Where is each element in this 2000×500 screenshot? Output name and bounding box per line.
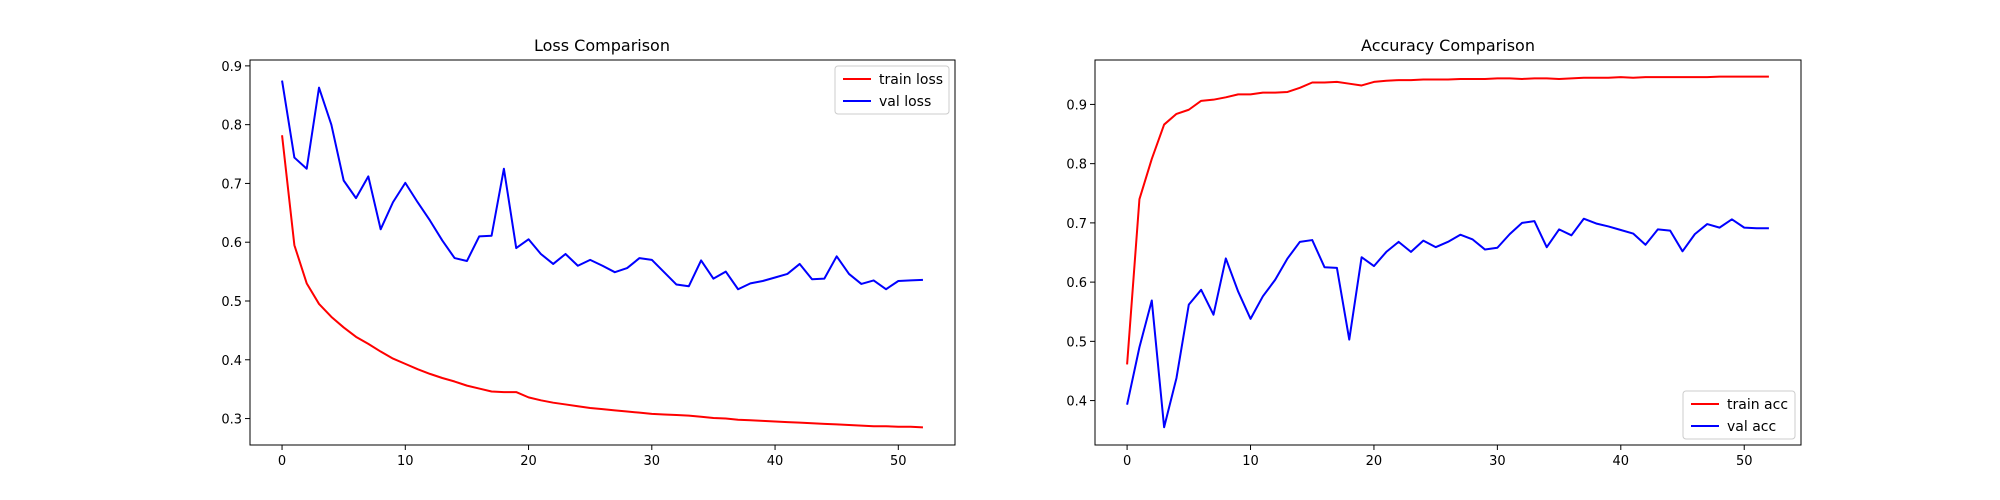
- y-tick-label: 0.5: [1066, 335, 1087, 350]
- series-line-train-acc: [1126, 75, 1769, 365]
- x-tick-label: 40: [767, 454, 784, 469]
- legend-label-val-acc: val acc: [1727, 419, 1776, 435]
- y-tick-label: 0.5: [221, 295, 242, 310]
- x-tick-label: 50: [1736, 454, 1753, 469]
- accuracy-chart-axes-frame: [1094, 59, 1802, 446]
- y-tick-label: 0.8: [1066, 158, 1087, 173]
- x-tick-label: 30: [644, 454, 661, 469]
- x-tick-label: 20: [1366, 454, 1383, 469]
- accuracy-chart-title: Accuracy Comparison: [1361, 36, 1535, 55]
- legend-label-train-acc: train acc: [1727, 397, 1788, 413]
- y-tick-label: 0.4: [1066, 395, 1087, 410]
- series-line-train-loss: [281, 135, 923, 429]
- loss-chart-x-axis: 0 10 20 30 40 50: [278, 445, 907, 469]
- x-tick-label: 50: [890, 454, 907, 469]
- y-tick-label: 0.9: [1066, 98, 1087, 113]
- y-tick-label: 0.3: [221, 413, 242, 428]
- accuracy-chart-lines: [1126, 75, 1769, 429]
- loss-chart-legend: train loss val loss: [834, 65, 950, 115]
- legend-label-val-loss: val loss: [879, 94, 931, 110]
- x-tick-label: 10: [397, 454, 414, 469]
- loss-chart-lines: [281, 80, 923, 429]
- series-line-val-loss: [281, 80, 923, 291]
- loss-chart-y-axis: 0.3 0.4 0.5 0.6 0.7 0.8 0.9: [221, 60, 250, 428]
- x-tick-label: 40: [1613, 454, 1630, 469]
- y-tick-label: 0.8: [221, 119, 242, 134]
- loss-chart-title: Loss Comparison: [534, 36, 670, 55]
- accuracy-chart-x-axis: 0 10 20 30 40 50: [1123, 445, 1753, 469]
- series-line-val-acc: [1126, 217, 1769, 429]
- y-tick-label: 0.7: [1066, 217, 1087, 232]
- y-tick-label: 0.9: [221, 60, 242, 75]
- y-tick-label: 0.4: [221, 354, 242, 369]
- loss-chart-axes-frame: [249, 59, 956, 446]
- accuracy-chart-y-axis: 0.4 0.5 0.6 0.7 0.8 0.9: [1066, 98, 1095, 410]
- y-tick-label: 0.7: [221, 177, 242, 192]
- x-tick-label: 10: [1242, 454, 1259, 469]
- x-tick-label: 0: [278, 454, 286, 469]
- y-tick-label: 0.6: [1066, 276, 1087, 291]
- x-tick-label: 20: [520, 454, 537, 469]
- accuracy-chart: Accuracy Comparison 0 10 20 30 40 50 0.40.50.…: [1066, 36, 1802, 469]
- loss-chart: Loss Comparison 0 10 20 30 40 50 0.3 0.4 0.5 0.6…: [221, 36, 956, 469]
- x-tick-label: 0: [1123, 454, 1131, 469]
- accuracy-chart-legend: train acc val acc: [1682, 390, 1796, 440]
- legend-label-train-loss: train loss: [879, 72, 943, 88]
- x-tick-label: 30: [1489, 454, 1506, 469]
- y-tick-label: 0.6: [221, 236, 242, 251]
